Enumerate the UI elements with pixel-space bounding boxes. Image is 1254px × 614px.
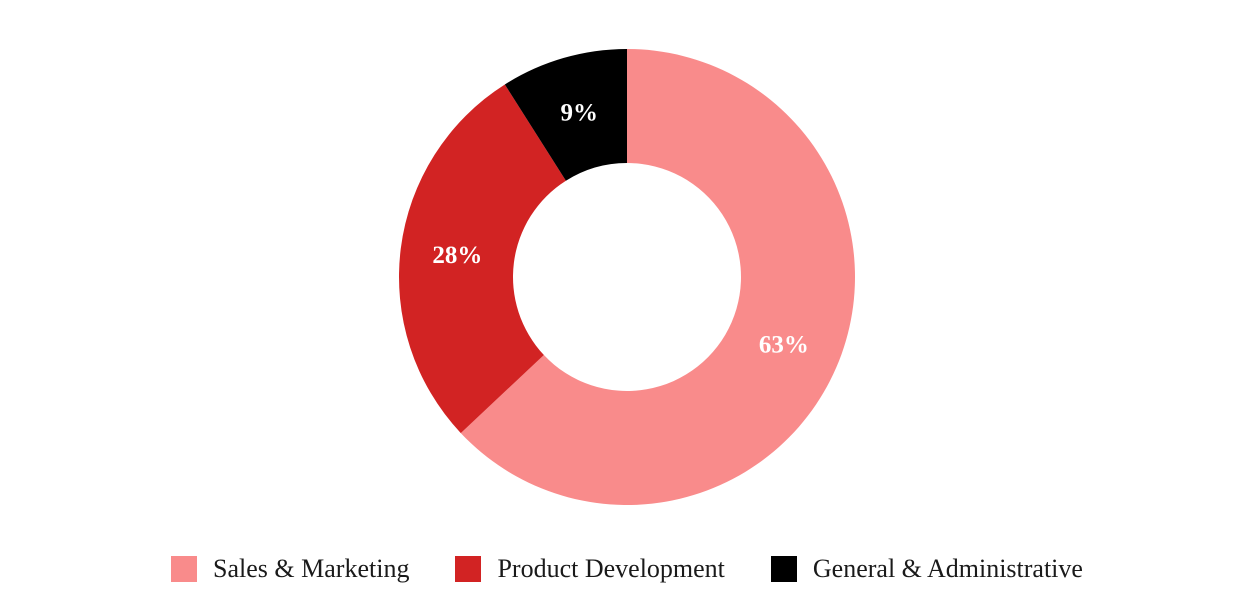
slice-sales-marketing (460, 49, 855, 505)
slice-label-general-administrative: 9% (561, 99, 599, 126)
legend-entry-general-administrative: General & Administrative (770, 554, 1083, 584)
slice-general-administrative (504, 49, 627, 181)
legend-label-sales-marketing: Sales & Marketing (213, 554, 410, 583)
slice-product-development (399, 84, 566, 434)
legend-swatch-general-administrative (770, 556, 797, 582)
legend: Sales & Marketing Product Development Ge… (0, 544, 1254, 594)
slice-group (399, 49, 855, 505)
legend-label-general-administrative: General & Administrative (812, 554, 1083, 583)
slice-label-sales-marketing: 63% (759, 331, 809, 358)
slice-label-product-development: 28% (432, 242, 482, 269)
legend-swatch-sales-marketing (171, 556, 198, 582)
legend-entry-product-development: Product Development (455, 554, 725, 584)
donut-plot-area: 63% 28% 9% (399, 49, 855, 505)
legend-swatch-product-development (455, 556, 482, 582)
legend-entry-sales-marketing: Sales & Marketing (171, 554, 409, 584)
slice-label-group: 63% 28% 9% (432, 99, 809, 358)
legend-label-product-development: Product Development (497, 554, 725, 583)
